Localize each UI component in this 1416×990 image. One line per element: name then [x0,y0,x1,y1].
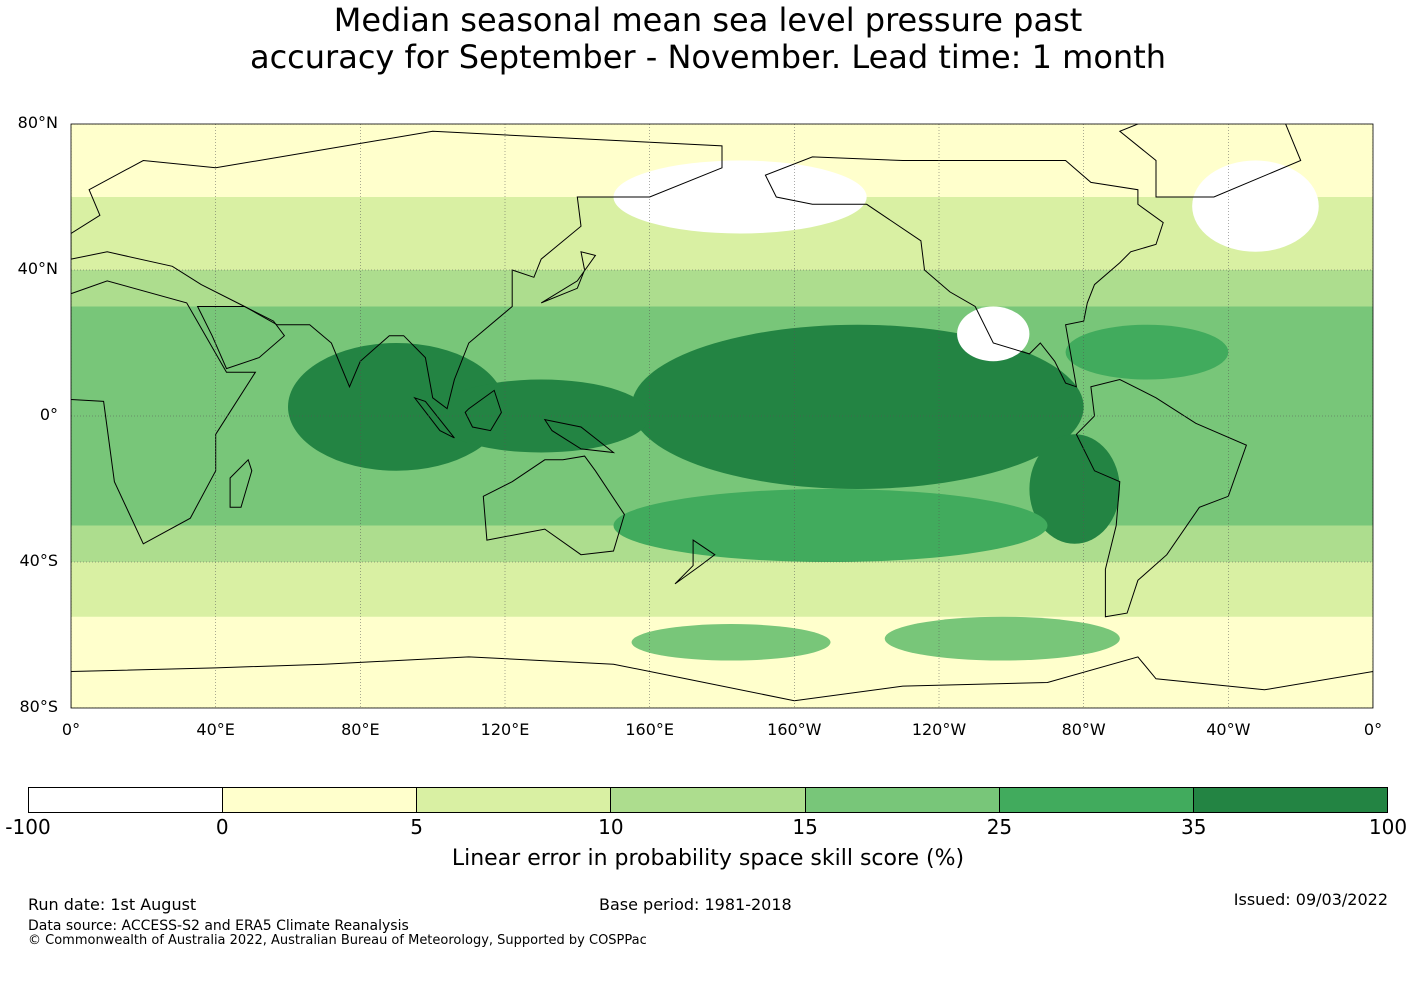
coastline-sumatra [413,396,455,439]
colorbar-swatch [611,788,806,812]
colorbar-tick-label: 5 [410,815,423,839]
region-greenland-negative [1192,160,1319,252]
coastline-madagascar [229,458,253,508]
region-mexico-west-negative [957,306,1030,362]
lat-label: 40°S [19,551,58,570]
lat-label: 80°S [19,697,58,716]
colorbar-tick-label: 15 [792,815,818,839]
lat-label: 80°N [17,113,58,132]
title-line-2: accuracy for September - November. Lead … [249,38,1167,76]
coastline-new-guinea [543,418,616,454]
colorbar-swatch [223,788,418,812]
lon-label: 0° [61,720,81,739]
coastline-arabia [196,306,286,370]
issued-date: Issued: 09/03/2022 [1233,890,1388,909]
colorbar-tick-label: 0 [215,815,229,839]
colorbar-swatch [417,788,612,812]
region-south-america-west-coast [1029,434,1120,544]
lat-label: 40°N [17,259,58,278]
graticule [71,124,1373,708]
colorbar-tick-label: -100 [5,815,51,839]
lon-label: 120°W [911,720,967,739]
coastline-borneo [464,389,502,432]
lat-label: 0° [39,405,58,424]
colorbar-swatch [29,788,224,812]
region-southern-ocean-pacific [884,616,1120,661]
base-period: Base period: 1981-2018 [599,895,792,914]
title-line-1: Median seasonal mean sea level pressure … [333,1,1083,39]
colorbar [28,787,1388,813]
lon-label: 80°E [341,720,380,739]
colorbar-tick-label: 100 [1368,815,1408,839]
coastline-eurasia [71,130,723,410]
lon-label: 40°E [196,720,235,739]
coastline-africa [71,280,257,545]
region-maritime-continent [432,379,650,453]
coastline-antarctica [71,656,1373,708]
colorbar-swatch [1193,788,1387,812]
skill-band [71,562,1373,617]
coastline-australia [482,455,625,556]
region-southern-ocean-indian [631,624,831,661]
colorbar-swatch [999,788,1194,812]
run-date: Run date: 1st August [28,895,197,914]
coastline-new-zealand [674,539,716,585]
lon-label: 40°W [1206,720,1251,739]
skill-field [71,160,1373,661]
map-frame [70,123,1374,709]
colorbar-tick-label: 35 [1180,815,1207,839]
coastline-north-america [764,156,1164,388]
lon-label: 80°W [1061,720,1106,739]
data-source: Data source: ACCESS-S2 and ERA5 Climate … [28,918,409,934]
coastline-south-america [1075,378,1248,618]
region-north-pacific-negative [613,160,867,234]
lon-label: 0° [1363,720,1383,739]
region-south-pacific-arc [613,489,1048,562]
coastline-japan [540,251,597,304]
region-indian-ocean-core [288,343,505,471]
colorbar-tick-label: 25 [986,815,1013,839]
lon-label: 120°E [480,720,530,739]
region-tropical-pacific-core [631,324,1084,489]
skill-score-map [70,123,1374,709]
colorbar-title: Linear error in probability space skill … [451,846,965,871]
lon-label: 160°W [767,720,822,739]
colorbar-swatch [805,788,1000,812]
copyright: © Commonwealth of Australia 2022, Austra… [28,933,647,948]
colorbar-tick-label: 10 [598,815,624,839]
lon-label: 160°E [625,720,674,739]
region-caribbean [1065,324,1229,380]
